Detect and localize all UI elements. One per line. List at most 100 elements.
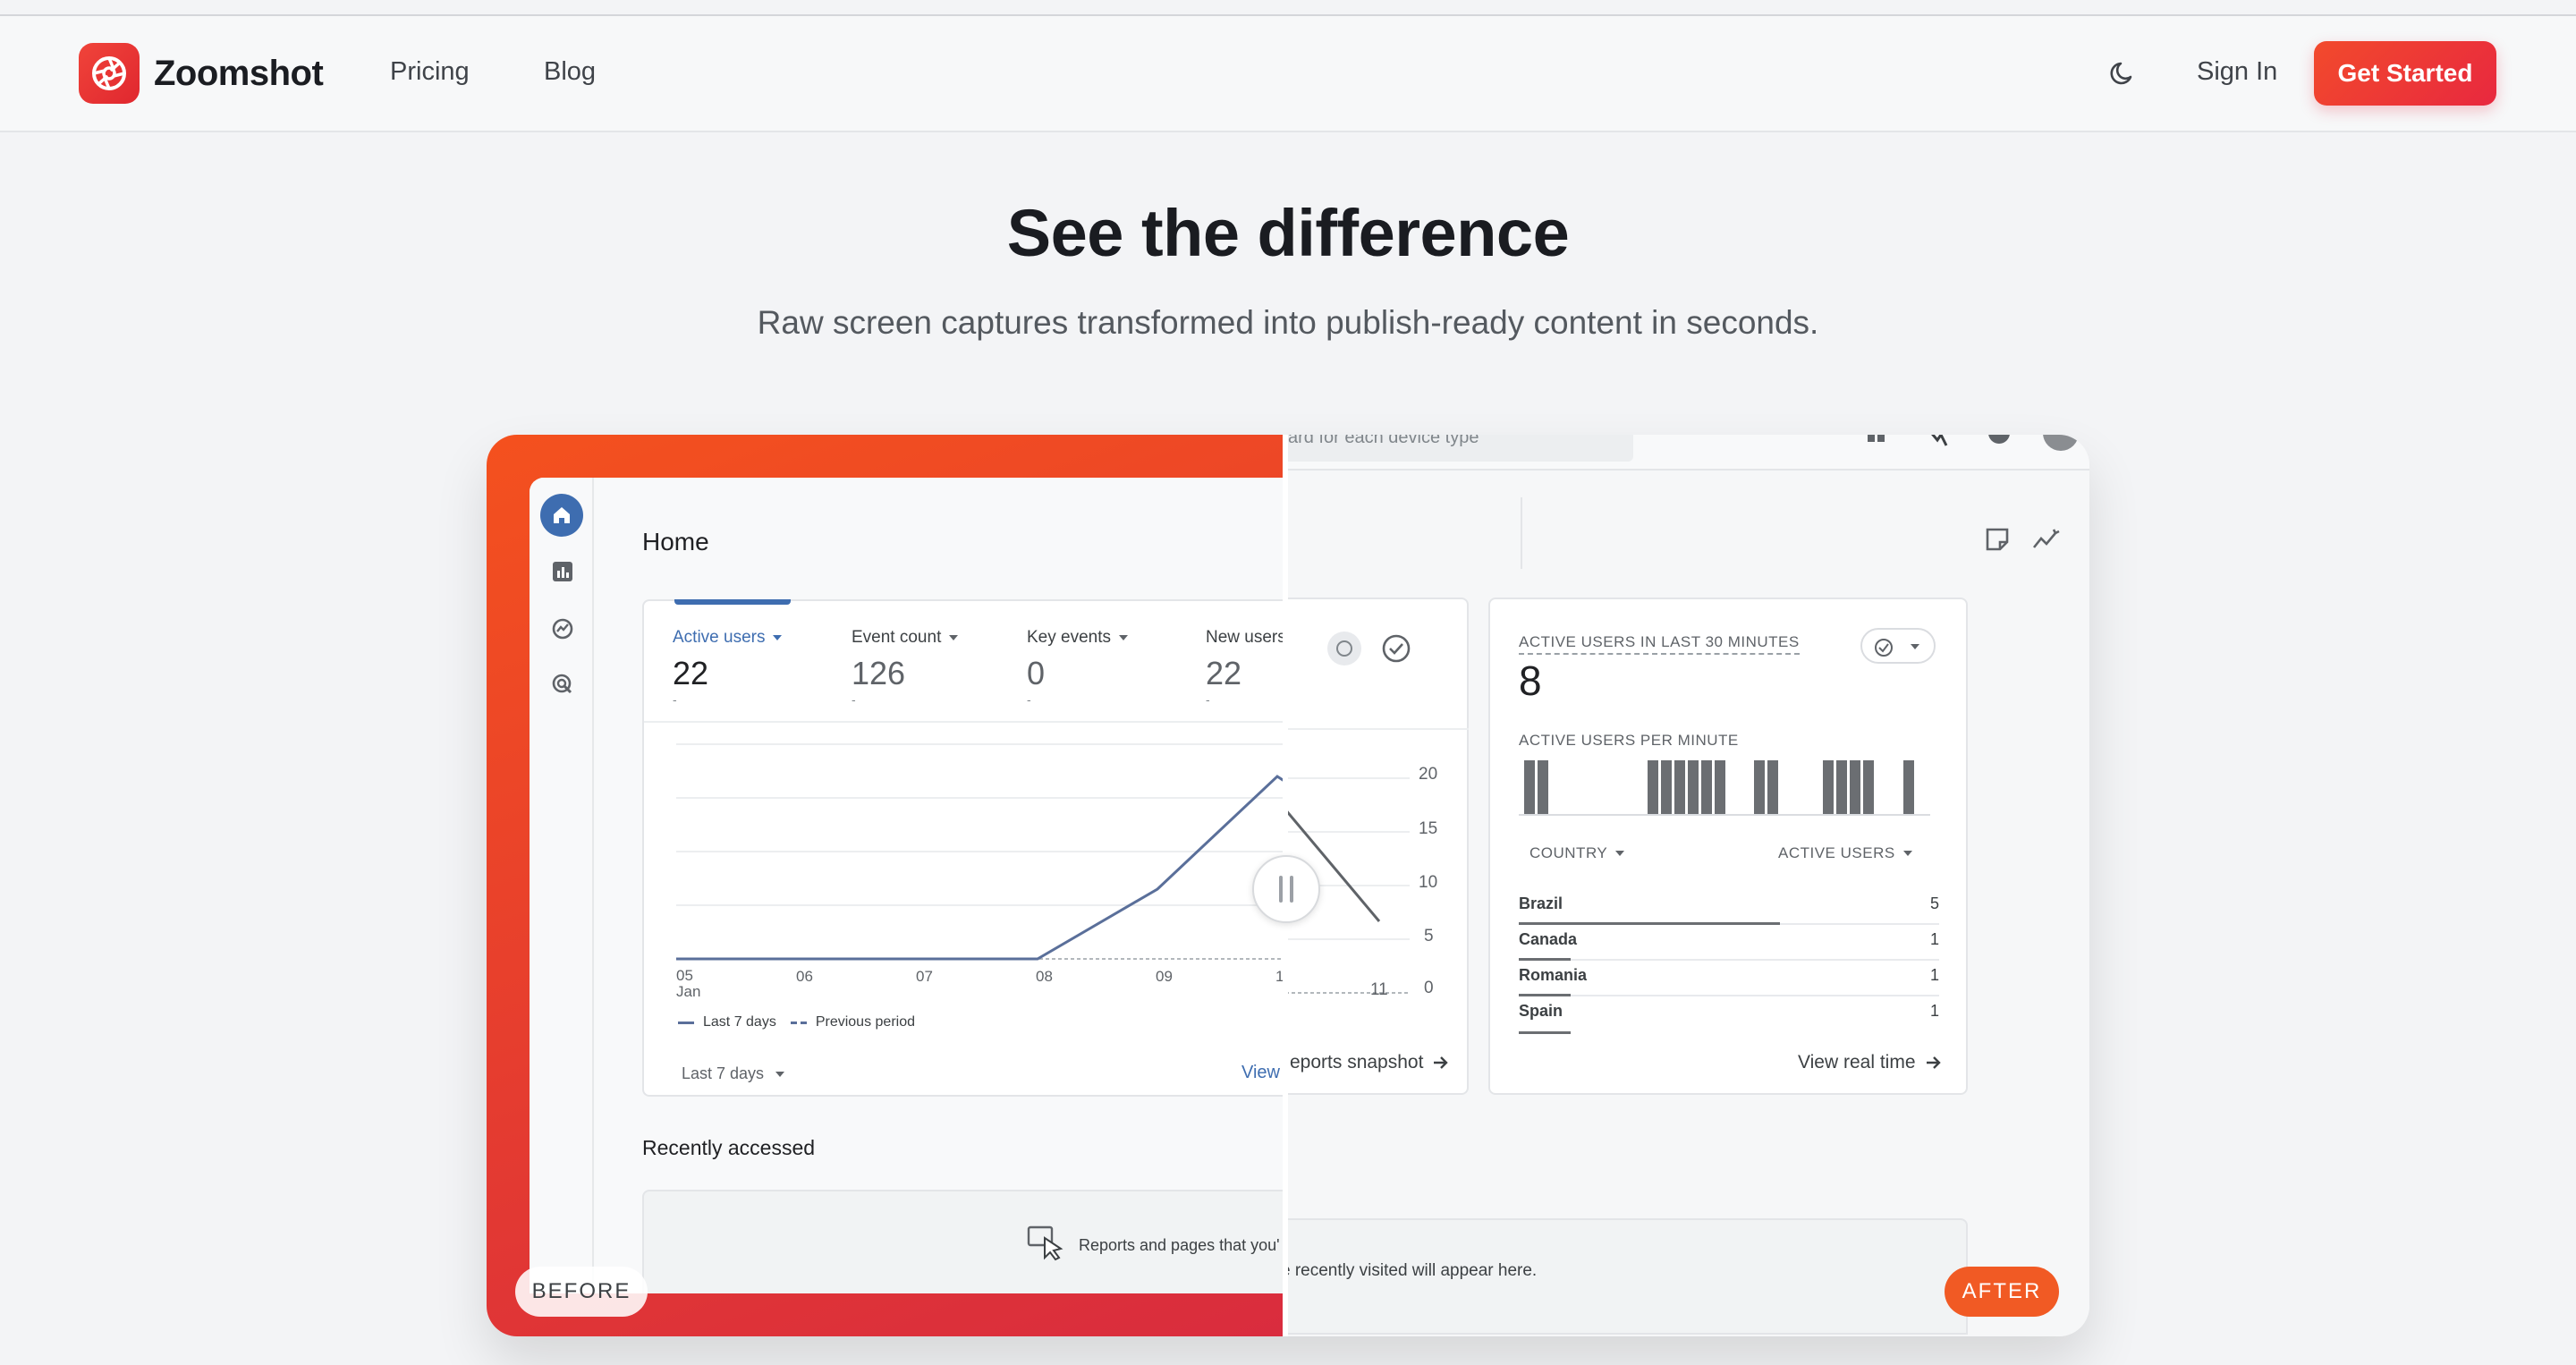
before-after-comparison[interactable]: ard for each device type — [487, 435, 2089, 1336]
metric-value: 0 — [1027, 655, 1046, 691]
avatar[interactable] — [2041, 435, 2080, 454]
explore-icon[interactable] — [551, 617, 574, 640]
search-bar[interactable]: ard for each device type — [1275, 435, 1633, 462]
metric-key-events[interactable]: Key events 0 - — [1027, 628, 1129, 707]
share-bar — [1519, 994, 1571, 996]
legend-swatch-solid — [678, 1021, 694, 1024]
note-icon[interactable] — [1984, 526, 2011, 553]
metric-active-users[interactable]: Active users 22 - — [673, 628, 783, 707]
caret-down-icon — [1902, 851, 1912, 856]
line-chart — [676, 743, 1284, 961]
realtime-heading: ACTIVE USERS IN LAST 30 MINUTES — [1519, 633, 1800, 655]
country-users: 1 — [1929, 930, 1939, 948]
sign-in-link[interactable]: Sign In — [2197, 57, 2278, 86]
aperture-icon — [92, 56, 126, 90]
column-active-users[interactable]: ACTIVE USERS — [1778, 844, 1913, 862]
view-link[interactable]: View — [1241, 1063, 1280, 1082]
series-last-7-days — [676, 775, 1284, 961]
spark-icon[interactable] — [1925, 435, 1952, 451]
metric-value: 22 — [1206, 655, 1242, 691]
metric-label: Key events — [1027, 628, 1111, 647]
metric-value: 22 — [673, 655, 709, 691]
metric-event-count[interactable]: Event count 126 - — [852, 628, 959, 707]
date-range-dropdown[interactable]: Last 7 days — [682, 1064, 785, 1083]
home-nav-button[interactable] — [540, 494, 583, 537]
realtime-card: ACTIVE USERS IN LAST 30 MINUTES 8 ACTIVE… — [1488, 598, 1968, 1095]
comparison-slider-handle[interactable] — [1252, 855, 1320, 923]
reports-snapshot-text: eports snapshot — [1290, 1052, 1424, 1072]
legend-last-7-days: Last 7 days — [703, 1014, 776, 1030]
after-panel: ard for each device type — [1267, 435, 2089, 1336]
metric-change: - — [1206, 692, 1210, 707]
reports-snapshot-link[interactable]: eports snapshot — [1290, 1052, 1450, 1073]
compare-icon[interactable] — [1326, 630, 1363, 667]
caret-down-icon — [773, 635, 783, 640]
card-divider — [644, 721, 1284, 723]
x-tick-09: 09 — [1156, 968, 1173, 985]
x-tick-05: 05 Jan — [676, 968, 700, 1000]
recent-empty-text-after: e recently visited will appear here. — [1281, 1261, 1538, 1280]
metric-new-users[interactable]: New users 22 - — [1206, 628, 1284, 707]
metric-change: - — [673, 692, 677, 707]
check-circle-icon[interactable] — [1379, 632, 1413, 666]
caret-down-icon — [775, 1071, 785, 1077]
arrow-right-icon — [1926, 1056, 1941, 1069]
y-tick-5: 5 — [1424, 927, 1434, 945]
help-icon[interactable] — [1986, 435, 2012, 449]
x-tick-07: 07 — [916, 968, 933, 985]
recent-empty-state: Reports and pages that you' — [642, 1190, 1284, 1293]
metric-change: - — [852, 692, 856, 707]
grid-icon[interactable] — [1866, 435, 1887, 447]
table-row[interactable]: Canada 1 — [1519, 925, 1939, 961]
metric-label: Event count — [852, 628, 942, 647]
page-title: Home — [642, 528, 709, 555]
hero-title: See the difference — [1006, 196, 1570, 270]
overview-card-right: 20 15 10 5 0 11 eports snapshot — [1267, 598, 1469, 1095]
share-bar — [1519, 922, 1780, 925]
table-row[interactable]: Romania 1 — [1519, 961, 1939, 996]
before-panel: Home Active users 22 - Event count — [487, 435, 1284, 1336]
country-users: 1 — [1929, 966, 1939, 984]
column-country-label: COUNTRY — [1530, 844, 1608, 861]
column-country[interactable]: COUNTRY — [1530, 844, 1625, 862]
table-row[interactable]: Brazil 5 — [1519, 889, 1939, 925]
view-real-time-link[interactable]: View real time — [1798, 1052, 1943, 1073]
realtime-compare-dropdown[interactable] — [1860, 628, 1936, 664]
check-circle-icon — [1875, 639, 1893, 657]
table-row[interactable]: Spain 1 — [1519, 996, 1939, 1034]
bar-chart-icon[interactable] — [551, 560, 574, 583]
search-text: ard for each device type — [1288, 435, 1479, 447]
country-name: Canada — [1519, 930, 1578, 948]
left-nav-rail — [530, 478, 594, 1293]
recent-empty-text-before: Reports and pages that you' — [1079, 1236, 1280, 1254]
caret-down-icon — [1119, 635, 1128, 640]
advertising-icon[interactable] — [551, 673, 574, 696]
metric-label: Active users — [673, 628, 766, 647]
get-started-button[interactable]: Get Started — [2314, 41, 2496, 106]
x-tick-label: 05 — [676, 967, 693, 984]
x-tick-08: 08 — [1036, 968, 1053, 985]
metric-value: 126 — [852, 655, 906, 691]
logo-icon[interactable] — [79, 43, 140, 104]
top-navbar: Zoomshot Pricing Blog Sign In Get Starte… — [0, 16, 2576, 132]
per-minute-bars — [1519, 760, 1930, 816]
nav-link-blog[interactable]: Blog — [544, 57, 597, 86]
recent-empty-right: e recently visited will appear here. — [1267, 1218, 1968, 1335]
y-tick-10: 10 — [1419, 873, 1438, 892]
home-icon — [554, 507, 570, 523]
recently-accessed-title: Recently accessed — [642, 1136, 816, 1159]
country-name: Spain — [1519, 1002, 1563, 1020]
brand-name[interactable]: Zoomshot — [154, 54, 324, 93]
insights-icon[interactable] — [2032, 526, 2063, 553]
arrow-right-icon — [1434, 1056, 1449, 1069]
country-name: Romania — [1519, 966, 1588, 984]
browser-top-edge — [0, 0, 2576, 16]
x-tick-10: 10 — [1275, 968, 1284, 985]
y-tick-0: 0 — [1424, 979, 1434, 997]
card-divider — [1267, 728, 1469, 730]
nav-link-pricing[interactable]: Pricing — [390, 57, 470, 86]
metric-change: - — [1027, 692, 1031, 707]
chart-legend: Last 7 days Previous period — [678, 1014, 915, 1030]
x-tick-11: 11 — [1370, 980, 1388, 999]
moon-icon[interactable] — [2107, 57, 2140, 89]
